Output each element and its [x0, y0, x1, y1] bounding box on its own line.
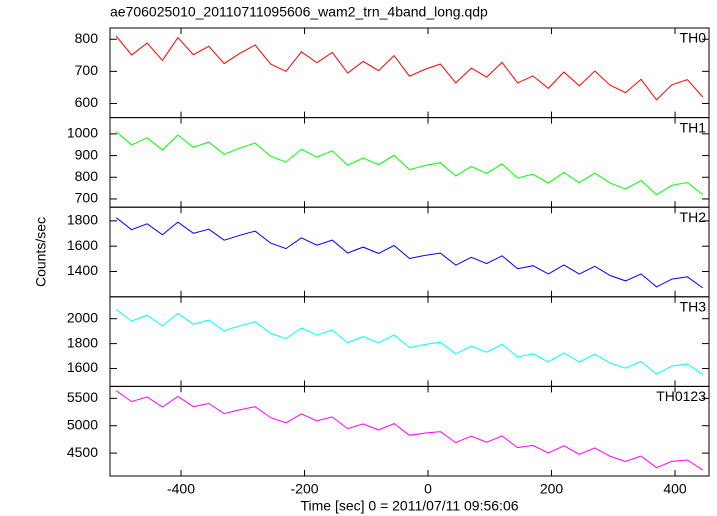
y-tick-label: 800	[75, 30, 99, 46]
y-tick-label: 5000	[67, 416, 98, 432]
y-tick-label: 1600	[67, 359, 98, 375]
y-tick-label: 1800	[67, 334, 98, 350]
y-tick-label: 1400	[67, 262, 98, 278]
series-label: TH2	[680, 209, 707, 225]
series-label: TH0123	[656, 388, 706, 404]
panel-frame	[109, 206, 710, 298]
y-tick-label: 600	[75, 94, 99, 110]
y-axis-label: Counts/sec	[33, 217, 49, 287]
series-label: TH3	[680, 299, 707, 315]
x-tick-label: 400	[663, 481, 687, 497]
y-tick-label: 2000	[67, 309, 98, 325]
y-tick-label: 800	[75, 168, 99, 184]
series-label: TH1	[680, 119, 707, 135]
chart-title: ae706025010_20110711095606_wam2_trn_4ban…	[110, 4, 488, 20]
series-line	[115, 390, 704, 471]
series-line	[115, 131, 704, 196]
panel-frame	[109, 296, 710, 387]
series-label: TH0	[680, 30, 707, 46]
y-tick-label: 900	[75, 146, 99, 162]
y-tick-label: 700	[75, 62, 99, 78]
x-axis-label: Time [sec] 0 = 2011/07/11 09:56:06	[300, 498, 518, 514]
x-tick-label: -400	[167, 481, 195, 497]
series-line	[115, 35, 704, 101]
y-tick-label: 4500	[67, 444, 98, 460]
panel-frame	[109, 117, 710, 208]
panel-frame	[109, 385, 710, 477]
y-tick-label: 1800	[67, 212, 98, 228]
x-tick-label: -200	[291, 481, 319, 497]
panel-frame	[109, 27, 710, 119]
x-tick-label: 200	[540, 481, 564, 497]
y-tick-label: 1000	[67, 125, 98, 141]
series-line	[115, 217, 704, 289]
y-tick-label: 1600	[67, 237, 98, 253]
series-line	[115, 309, 704, 376]
y-tick-label: 700	[75, 190, 99, 206]
x-tick-label: 0	[424, 481, 432, 497]
y-tick-label: 5500	[67, 389, 98, 405]
